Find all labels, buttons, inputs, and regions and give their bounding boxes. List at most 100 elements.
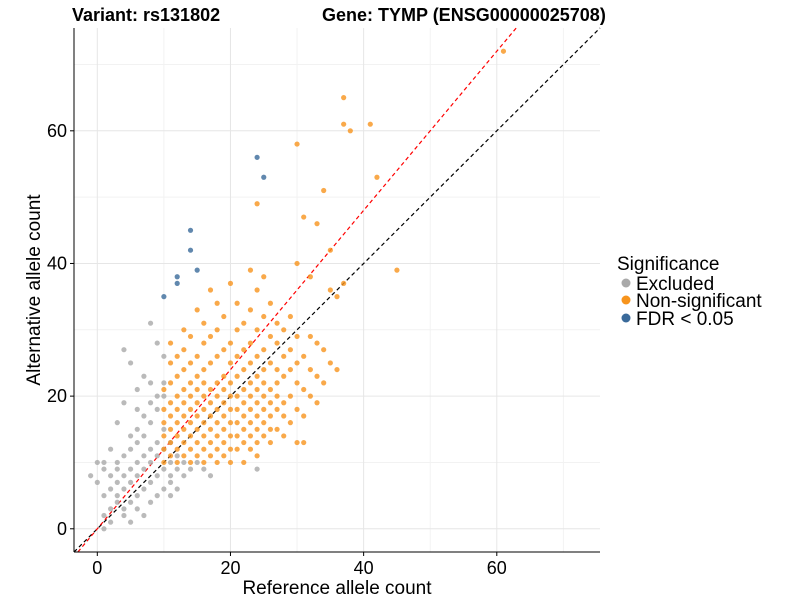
point-non-significant (221, 413, 227, 419)
point-non-significant (274, 320, 280, 326)
point-non-significant (161, 386, 167, 393)
point-non-significant (181, 400, 187, 406)
point-non-significant (207, 360, 214, 366)
point-non-significant (341, 121, 347, 127)
point-non-significant (247, 360, 254, 366)
point-excluded (161, 486, 167, 492)
point-non-significant (194, 400, 200, 406)
point-excluded (121, 486, 127, 492)
point-non-significant (321, 380, 327, 386)
point-non-significant (274, 393, 280, 399)
point-excluded (134, 459, 140, 466)
point-excluded (207, 473, 214, 479)
point-non-significant (314, 400, 320, 406)
point-non-significant (287, 347, 293, 353)
point-non-significant (334, 366, 340, 373)
point-non-significant (227, 360, 234, 366)
point-non-significant (241, 400, 247, 406)
point-non-significant (287, 313, 293, 320)
y-ticks: 0 20 40 60 (47, 121, 74, 539)
point-non-significant (221, 347, 227, 353)
point-excluded (154, 406, 160, 412)
point-non-significant (314, 221, 320, 227)
point-excluded (147, 380, 154, 386)
point-excluded (88, 473, 94, 479)
point-non-significant (287, 393, 293, 399)
point-non-significant (247, 267, 254, 273)
point-non-significant (227, 433, 234, 439)
point-non-significant (167, 413, 174, 419)
point-non-significant (227, 393, 234, 399)
point-non-significant (254, 287, 260, 293)
point-non-significant (194, 453, 200, 459)
point-excluded (154, 393, 160, 399)
point-non-significant (207, 400, 214, 406)
point-non-significant (274, 366, 280, 373)
point-non-significant (241, 320, 247, 326)
point-non-significant (267, 400, 274, 406)
point-non-significant (227, 459, 234, 466)
point-excluded (127, 479, 134, 485)
point-non-significant (207, 333, 214, 340)
point-non-significant (221, 313, 227, 320)
point-non-significant (247, 393, 254, 399)
x-tick-label: 60 (487, 558, 507, 578)
point-non-significant (287, 366, 293, 373)
point-excluded (94, 479, 100, 485)
point-excluded (127, 499, 134, 505)
point-non-significant (221, 386, 227, 393)
point-excluded (101, 512, 107, 519)
point-non-significant (241, 459, 247, 466)
point-non-significant (227, 446, 234, 452)
point-non-significant (281, 433, 287, 439)
point-excluded (254, 466, 260, 472)
point-non-significant (234, 420, 240, 426)
point-fdr-0-05 (187, 247, 194, 253)
point-non-significant (227, 406, 234, 412)
point-non-significant (174, 446, 180, 452)
point-non-significant (174, 420, 180, 426)
point-non-significant (187, 433, 194, 439)
point-excluded (121, 347, 127, 353)
point-excluded (121, 506, 127, 512)
point-non-significant (254, 413, 260, 419)
point-non-significant (267, 333, 274, 340)
point-non-significant (161, 433, 167, 439)
point-excluded (141, 466, 147, 472)
point-non-significant (201, 420, 207, 426)
point-excluded (108, 446, 114, 452)
point-non-significant (187, 406, 194, 412)
y-tick-label: 40 (47, 253, 67, 273)
point-non-significant (307, 274, 313, 280)
point-non-significant (234, 406, 240, 412)
point-non-significant (214, 380, 220, 386)
point-non-significant (201, 393, 207, 399)
point-non-significant (181, 347, 187, 353)
point-non-significant (261, 347, 267, 353)
point-non-significant (254, 373, 260, 379)
point-non-significant (267, 300, 274, 306)
point-non-significant (327, 287, 333, 293)
point-non-significant (194, 373, 200, 379)
legend-swatch-non-significant (621, 295, 631, 305)
point-non-significant (281, 327, 287, 333)
point-non-significant (261, 433, 267, 439)
point-excluded (114, 420, 120, 426)
point-non-significant (307, 393, 313, 399)
point-excluded (147, 479, 154, 485)
point-excluded (108, 473, 114, 479)
point-non-significant (321, 347, 327, 353)
point-non-significant (254, 353, 260, 359)
x-tick-label: 40 (354, 558, 374, 578)
point-non-significant (274, 406, 280, 412)
point-excluded (114, 499, 120, 505)
point-non-significant (247, 340, 254, 346)
point-non-significant (254, 201, 260, 207)
point-non-significant (207, 413, 214, 419)
legend: Significance Excluded Non-significant FD… (617, 254, 762, 330)
point-non-significant (327, 247, 333, 253)
point-excluded (127, 433, 134, 439)
point-excluded (101, 466, 107, 472)
point-non-significant (341, 280, 347, 286)
point-non-significant (221, 453, 227, 459)
